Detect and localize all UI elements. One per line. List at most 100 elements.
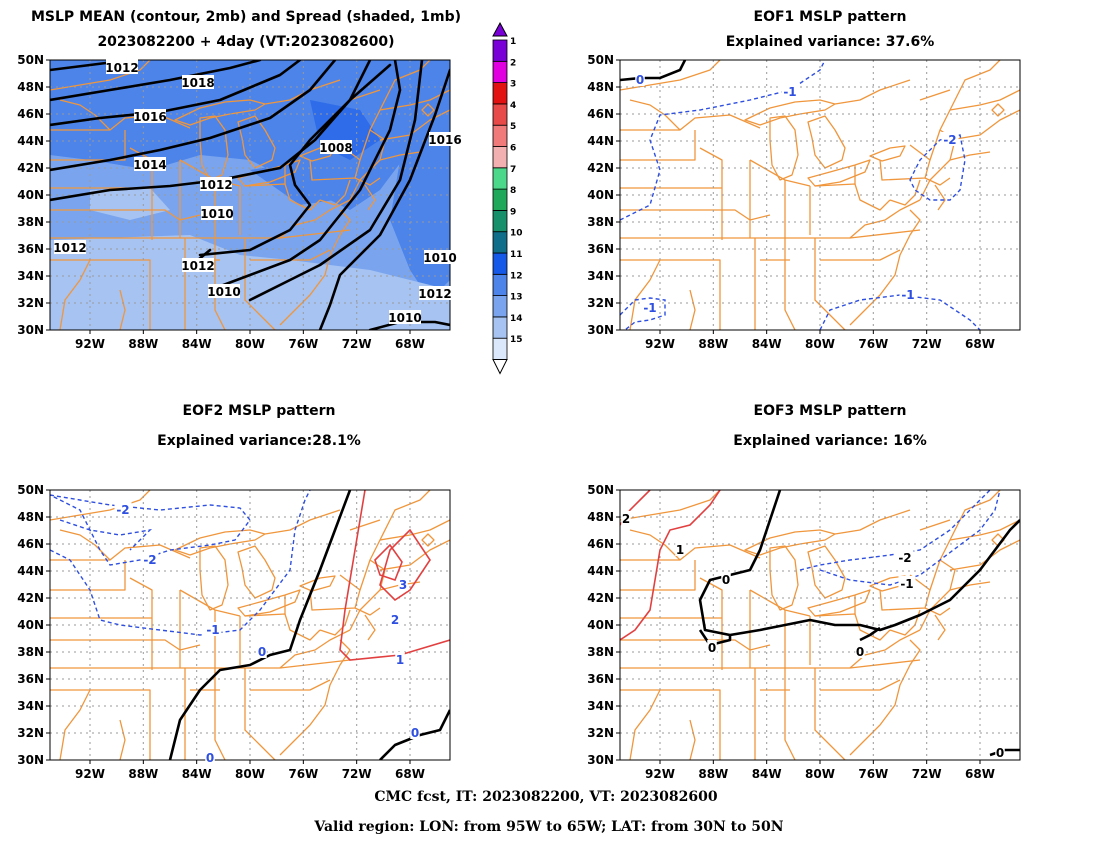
contour-label-bg xyxy=(898,576,916,590)
lat-tick-label: 50N xyxy=(17,483,44,497)
lon-tick-label: 68W xyxy=(395,767,425,781)
contour-label: 1016 xyxy=(428,133,461,147)
contour-label-bg xyxy=(896,550,914,564)
lat-tick-label: 42N xyxy=(587,591,614,605)
lat-tick-label: 36N xyxy=(587,242,614,256)
contour-label-bg xyxy=(114,502,132,516)
lat-tick-label: 44N xyxy=(17,134,44,148)
lat-tick-label: 38N xyxy=(587,645,614,659)
contour-label: 0 xyxy=(258,645,266,659)
lon-tick-label: 84W xyxy=(752,337,782,351)
colorbar-label: 11 xyxy=(510,250,523,260)
lat-tick-label: 38N xyxy=(17,215,44,229)
lon-tick-label: 88W xyxy=(128,767,158,781)
lat-tick-label: 40N xyxy=(587,618,614,632)
lon-tick-label: 76W xyxy=(858,337,888,351)
lat-tick-label: 46N xyxy=(17,537,44,551)
contour-label: 2 xyxy=(391,613,399,627)
lat-tick-label: 36N xyxy=(587,672,614,686)
lat-tick-label: 42N xyxy=(587,161,614,175)
colorbar-label: 8 xyxy=(510,186,516,196)
colorbar-label: 1 xyxy=(510,37,516,47)
contour-label: 0 xyxy=(206,751,214,765)
contour-label: 1010 xyxy=(207,285,240,299)
lat-tick-label: 48N xyxy=(587,80,614,94)
contour-label: 3 xyxy=(399,578,407,592)
lat-tick-label: 30N xyxy=(587,753,614,767)
colorbar-max-arrow xyxy=(492,21,508,37)
contour-label: -2 xyxy=(116,503,129,517)
colorbar-label: 14 xyxy=(510,314,523,324)
contour-label-bg xyxy=(389,310,421,324)
contour-label-bg xyxy=(424,250,456,264)
colorbar-swatch xyxy=(492,188,508,211)
contour-label: 1012 xyxy=(105,61,138,75)
contour-label: 1016 xyxy=(133,110,166,124)
contour-label: -1 xyxy=(643,301,656,315)
contour-label: 0 xyxy=(722,573,730,587)
lat-tick-label: 44N xyxy=(17,564,44,578)
lon-tick-label: 80W xyxy=(235,767,265,781)
contour-label: 1012 xyxy=(181,259,214,273)
mean-panel: 1020101810161014101210101008101210121010… xyxy=(49,59,462,331)
contour-label: 0 xyxy=(636,73,644,87)
lat-tick-label: 40N xyxy=(17,188,44,202)
colorbar-swatch xyxy=(492,231,508,254)
lat-tick-label: 38N xyxy=(17,645,44,659)
contour-label: 0 xyxy=(411,726,419,740)
contour-label: -1 xyxy=(900,577,913,591)
lon-tick-label: 92W xyxy=(645,767,675,781)
contour-label-bg xyxy=(182,258,214,272)
lat-tick-label: 40N xyxy=(17,618,44,632)
contour-label: 2 xyxy=(622,512,630,526)
axis-ticks: 30N 32N 34N 36N 38N 40N 42N 44N 46N 48N 50N 92W 88W 8… xyxy=(17,53,995,781)
colorbar-label: 10 xyxy=(510,229,523,239)
colorbar-label: 9 xyxy=(510,207,516,217)
colorbar-swatch xyxy=(492,124,508,147)
lon-tick-label: 76W xyxy=(858,767,888,781)
lon-tick-label: 92W xyxy=(75,337,105,351)
contour-label-bg xyxy=(410,725,420,739)
lat-tick-label: 38N xyxy=(587,215,614,229)
contour-label-bg xyxy=(106,60,138,74)
lat-tick-label: 30N xyxy=(587,323,614,337)
lon-tick-label: 88W xyxy=(698,767,728,781)
contour-label: -1 xyxy=(206,623,219,637)
contour-label: 1012 xyxy=(53,241,86,255)
contour-label: 1012 xyxy=(199,178,232,192)
contour-label-bg xyxy=(398,577,408,591)
lat-tick-label: 34N xyxy=(587,699,614,713)
contour-label: 1 xyxy=(396,653,404,667)
colorbar-min-arrow xyxy=(492,359,508,375)
lon-tick-label: 84W xyxy=(182,337,212,351)
lat-tick-label: 46N xyxy=(587,107,614,121)
mean-panel-subtitle: 2023082200 + 4day (VT:2023082600) xyxy=(97,34,395,50)
eof2-panel: -2 -2 -1 0 0 0 3 2 1 xyxy=(49,489,451,765)
lon-tick-label: 84W xyxy=(752,767,782,781)
lat-tick-label: 34N xyxy=(17,269,44,283)
contour-label: 1012 xyxy=(418,287,451,301)
contour-label: -2 xyxy=(143,553,156,567)
lat-tick-label: 34N xyxy=(17,699,44,713)
eof2-panel-title: EOF2 MSLP pattern xyxy=(182,403,336,419)
contour-label-bg xyxy=(707,640,717,654)
lat-tick-label: 36N xyxy=(17,672,44,686)
colorbar-swatch xyxy=(492,209,508,233)
eof2-panel-subtitle: Explained variance:28.1% xyxy=(157,433,361,449)
contour-label: 1 xyxy=(676,543,684,557)
contour-label: -2 xyxy=(943,133,956,147)
contour-label-bg xyxy=(134,109,166,123)
lat-tick-label: 30N xyxy=(17,323,44,337)
lat-tick-label: 46N xyxy=(587,537,614,551)
colorbar-swatch xyxy=(492,295,508,318)
colorbar-label: 3 xyxy=(510,80,516,90)
colorbar-label: 7 xyxy=(510,165,516,175)
contour-label-bg xyxy=(390,612,400,626)
lat-tick-label: 32N xyxy=(17,296,44,310)
contour-label-bg xyxy=(205,750,215,764)
colorbar-swatch xyxy=(492,273,508,297)
contour-label: -2 xyxy=(898,551,911,565)
contour-label-bg xyxy=(257,644,267,658)
lon-tick-label: 76W xyxy=(288,767,318,781)
lat-tick-label: 32N xyxy=(587,296,614,310)
